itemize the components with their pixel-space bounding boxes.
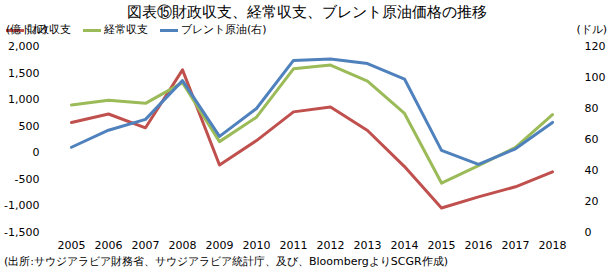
svg-text:2018: 2018 <box>539 239 567 252</box>
svg-text:2016: 2016 <box>465 239 493 252</box>
svg-text:0: 0 <box>33 146 40 159</box>
svg-text:40: 40 <box>585 164 599 177</box>
svg-text:80: 80 <box>585 102 599 115</box>
html-text:(ドル): (ドル) <box>576 23 607 36</box>
svg-text:2005: 2005 <box>58 239 86 252</box>
svg-text:2007: 2007 <box>132 239 160 252</box>
svg-text:2008: 2008 <box>169 239 197 252</box>
svg-text:100: 100 <box>585 71 606 84</box>
html-text:(出所:サウジアラビア財務省、サウジアラビア統計庁、及び、B: (出所:サウジアラビア財務省、サウジアラビア統計庁、及び、Bloombergより… <box>4 255 448 268</box>
svg-text:0: 0 <box>585 226 592 239</box>
svg-text:2015: 2015 <box>428 239 456 252</box>
html-text:経常収支: 経常収支 <box>104 23 148 36</box>
svg-text:2013: 2013 <box>354 239 382 252</box>
html-text:財政収支: 財政収支 <box>27 23 71 36</box>
svg-text:2010: 2010 <box>243 239 271 252</box>
html-text:図表⑮財政収支、経常収支、ブレント原油価格の推移: 図表⑮財政収支、経常収支、ブレント原油価格の推移 <box>126 3 487 21</box>
svg-text:-1,500: -1,500 <box>4 226 39 239</box>
svg-text:1,500: 1,500 <box>8 67 40 80</box>
html-text:(億ドル): (億ドル) <box>6 23 48 36</box>
svg-text:1,000: 1,000 <box>8 93 40 106</box>
html-text:ブレント原油(右): ブレント原油(右) <box>181 23 267 36</box>
svg-text:500: 500 <box>19 120 40 133</box>
svg-text:2,000: 2,000 <box>8 40 40 53</box>
svg-text:2017: 2017 <box>502 239 530 252</box>
svg-text:2014: 2014 <box>391 239 419 252</box>
svg-text:20: 20 <box>585 195 599 208</box>
svg-text:120: 120 <box>585 40 606 53</box>
svg-text:-500: -500 <box>15 173 40 186</box>
svg-text:2012: 2012 <box>317 239 345 252</box>
svg-text:2011: 2011 <box>280 239 308 252</box>
svg-text:2006: 2006 <box>95 239 123 252</box>
svg-text:2009: 2009 <box>206 239 234 252</box>
svg-text:60: 60 <box>585 133 599 146</box>
svg-text:-1,000: -1,000 <box>4 199 39 212</box>
